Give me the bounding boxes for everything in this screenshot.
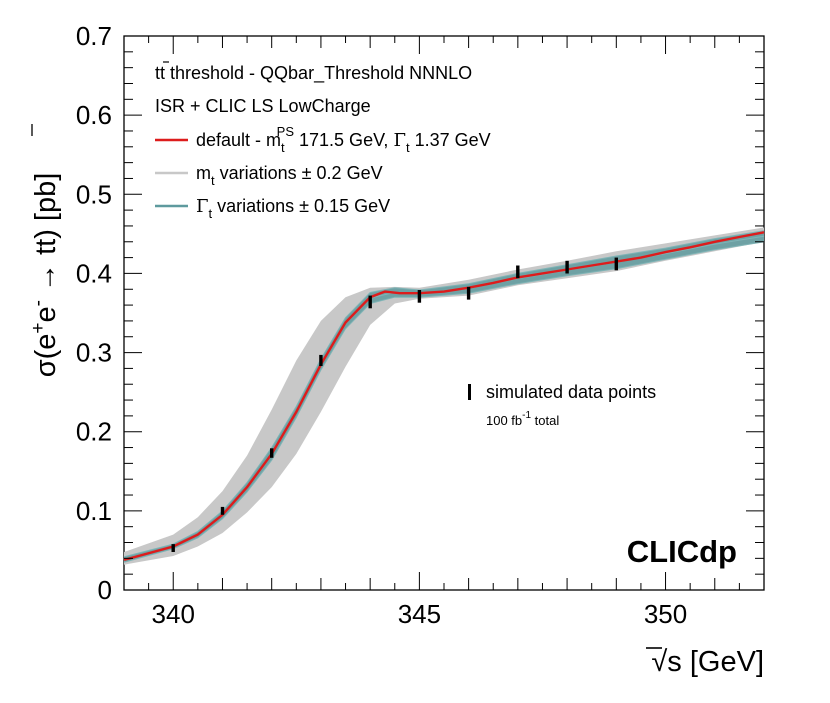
data-point — [171, 544, 175, 552]
legend-header-1: tt threshold - QQbar_Threshold NNNLO — [155, 63, 472, 84]
data-point — [319, 354, 323, 366]
y-tick-label: 0.6 — [76, 100, 112, 130]
data-point — [220, 506, 225, 515]
y-tick-label: 0 — [98, 575, 112, 605]
data-point — [614, 257, 618, 271]
y-tick-label: 0.4 — [76, 258, 112, 288]
clicdp-label: CLICdp — [627, 534, 737, 569]
y-tick-label: 0.5 — [76, 179, 112, 209]
data-point — [516, 265, 520, 279]
y-tick-label: 0.2 — [76, 417, 112, 447]
data-point — [417, 290, 422, 303]
x-tick-label: 345 — [398, 599, 441, 629]
curve-layer — [123, 231, 765, 562]
y-tick-label: 0.3 — [76, 338, 112, 368]
legend-label-mt: mt variations ± 0.2 GeV — [196, 163, 383, 188]
data-legend-lumi: 100 fb-1 total — [486, 410, 559, 428]
x-tick-label: 340 — [152, 599, 195, 629]
legend-label-width: Γt variations ± 0.15 GeV — [196, 196, 390, 221]
sqrt-symbol: √ — [651, 646, 667, 678]
y-tick-label: 0.7 — [76, 21, 112, 51]
data-point — [368, 295, 372, 309]
legend-label-default: default - mtPS 171.5 GeV, Γt 1.37 GeV — [196, 124, 491, 155]
data-legend-marker — [468, 384, 471, 400]
legend-header-2: ISR + CLIC LS LowCharge — [155, 96, 371, 116]
legend: tt threshold - QQbar_Threshold NNNLO ISR… — [155, 61, 491, 221]
data-legend-label: simulated data points — [486, 382, 656, 402]
data-point — [565, 260, 569, 274]
points-layer — [171, 257, 618, 552]
series-line-default — [123, 231, 765, 562]
y-axis-title: σ(e+e- → tt) [pb] — [28, 173, 62, 378]
data-legend: simulated data points 100 fb-1 total — [468, 382, 656, 428]
x-tick-label: 350 — [644, 599, 687, 629]
band-layer — [123, 227, 765, 565]
y-tick-label: 0.1 — [76, 496, 112, 526]
data-point — [270, 448, 274, 458]
tick-layer: 340 345 350 0 0.1 0.2 0.3 0.4 0.5 0.6 0.7 — [76, 21, 765, 629]
data-point — [466, 286, 471, 300]
x-axis-title: √s [GeV] — [651, 646, 764, 678]
